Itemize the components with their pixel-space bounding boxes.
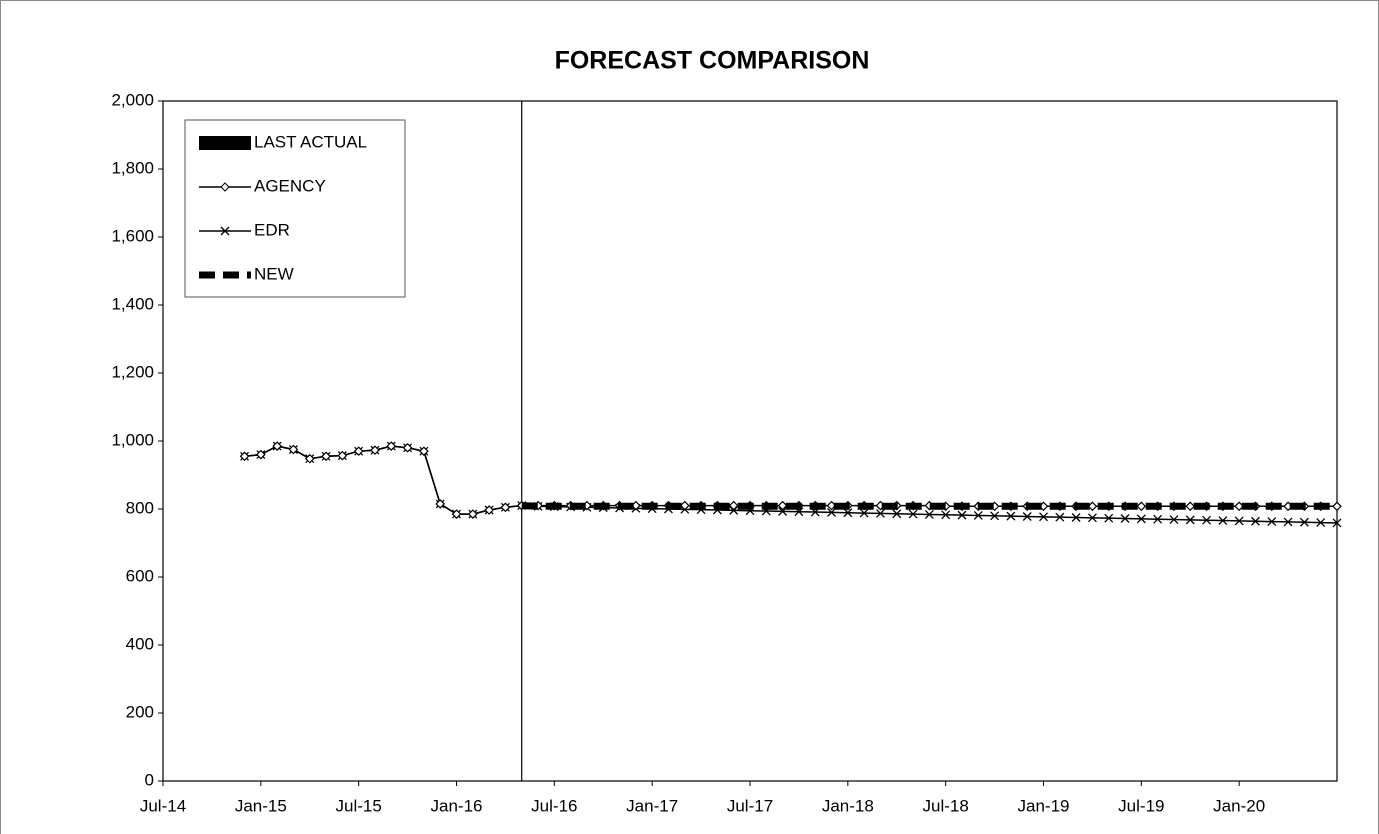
legend-label: NEW — [254, 264, 294, 283]
legend-marker — [220, 182, 230, 192]
marker-x — [1299, 517, 1309, 527]
x-tick-label: Jul-19 — [1118, 796, 1164, 815]
y-tick-label: 1,000 — [111, 430, 154, 449]
marker-x — [973, 511, 983, 520]
legend-swatch — [199, 136, 251, 150]
marker-diamond — [402, 442, 413, 453]
legend-label: LAST ACTUAL — [254, 132, 367, 151]
marker-diamond — [435, 499, 446, 509]
legend-marker — [220, 226, 230, 236]
marker-diamond — [370, 445, 380, 456]
marker-x — [1169, 515, 1179, 524]
marker-x — [1267, 517, 1277, 527]
marker-diamond — [353, 446, 364, 457]
marker-x — [1218, 516, 1228, 526]
marker-diamond — [255, 449, 266, 460]
x-tick-label: Jan-18 — [822, 796, 874, 815]
marker-x — [1283, 517, 1293, 527]
y-tick-label: 1,800 — [111, 158, 154, 177]
x-tick-label: Jan-19 — [1018, 796, 1070, 815]
marker-x — [1055, 512, 1065, 522]
marker-x — [1332, 518, 1342, 528]
marker-diamond — [239, 451, 250, 462]
marker-diamond — [1185, 501, 1196, 512]
series-line — [521, 502, 1337, 510]
marker-x — [1039, 512, 1048, 522]
marker-diamond — [467, 509, 478, 519]
x-tick-label: Jan-20 — [1213, 796, 1265, 815]
x-tick-label: Jul-14 — [140, 796, 186, 815]
marker-x — [1316, 518, 1326, 528]
y-tick-label: 800 — [126, 498, 154, 517]
marker-diamond — [484, 505, 494, 515]
marker-diamond — [500, 502, 511, 513]
marker-x — [859, 508, 869, 518]
marker-x — [957, 510, 967, 520]
marker-x — [924, 509, 934, 519]
y-tick-label: 600 — [126, 566, 154, 585]
y-tick-label: 0 — [145, 770, 154, 789]
x-tick-label: Jul-17 — [727, 796, 773, 815]
marker-x — [1234, 516, 1244, 526]
x-tick-label: Jan-16 — [431, 796, 483, 815]
marker-diamond — [1332, 501, 1342, 512]
marker-x — [843, 508, 853, 518]
x-tick-label: Jan-15 — [235, 796, 287, 815]
marker-x — [1136, 514, 1146, 524]
marker-diamond — [419, 446, 429, 457]
marker-x — [1104, 513, 1114, 523]
marker-x — [1120, 514, 1130, 523]
marker-x — [1153, 514, 1163, 524]
marker-x — [1006, 511, 1016, 521]
last-actual-bar — [521, 101, 523, 781]
marker-diamond — [1136, 501, 1147, 512]
marker-x — [1185, 515, 1195, 525]
marker-x — [892, 509, 902, 519]
marker-x — [1022, 512, 1032, 521]
legend-label: EDR — [254, 220, 290, 239]
marker-diamond — [1087, 501, 1098, 512]
marker-x — [1202, 515, 1212, 525]
marker-x — [1071, 513, 1081, 522]
marker-diamond — [451, 509, 462, 519]
y-tick-label: 1,200 — [111, 362, 154, 381]
marker-diamond — [288, 444, 299, 455]
chart-title: FORECAST COMPARISON — [555, 47, 870, 75]
y-tick-label: 1,400 — [111, 294, 154, 313]
legend-label: AGENCY — [254, 176, 326, 195]
marker-diamond — [679, 500, 690, 511]
marker-diamond — [321, 451, 331, 462]
marker-x — [1251, 516, 1260, 526]
marker-x — [1087, 513, 1097, 523]
x-tick-label: Jul-15 — [336, 796, 382, 815]
marker-x — [875, 508, 885, 518]
x-tick-label: Jan-17 — [626, 796, 678, 815]
marker-diamond — [777, 500, 788, 511]
y-tick-label: 2,000 — [111, 90, 154, 109]
marker-diamond — [337, 450, 348, 461]
marker-x — [908, 509, 918, 519]
marker-x — [941, 510, 951, 520]
y-tick-label: 200 — [126, 702, 154, 721]
marker-diamond — [304, 453, 315, 464]
marker-diamond — [272, 441, 282, 451]
marker-x — [778, 506, 788, 516]
marker-diamond — [386, 441, 397, 451]
marker-x — [990, 511, 1000, 521]
marker-diamond — [728, 500, 739, 511]
y-tick-label: 400 — [126, 634, 154, 653]
x-tick-label: Jul-18 — [923, 796, 969, 815]
y-tick-label: 1,600 — [111, 226, 154, 245]
x-tick-label: Jul-16 — [531, 796, 577, 815]
